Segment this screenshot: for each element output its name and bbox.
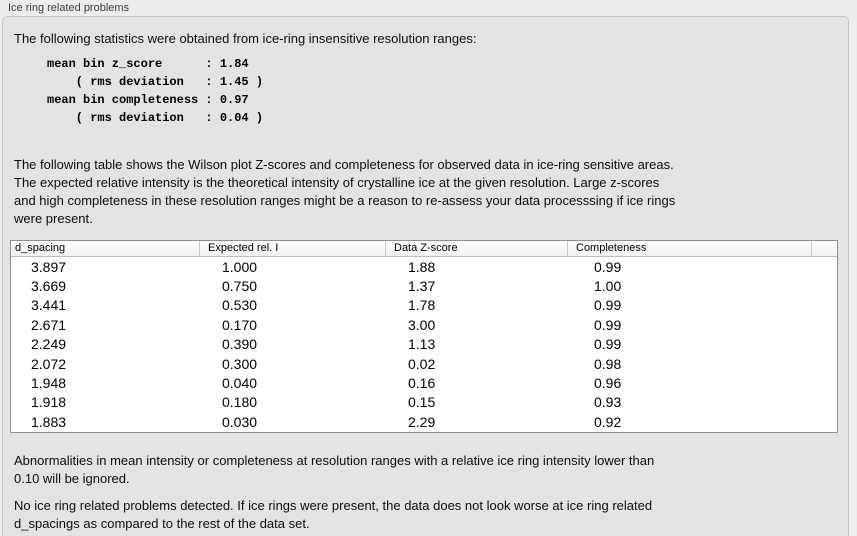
table-cell: 0.99	[594, 316, 622, 333]
table-row[interactable]: 3.669 0.750 1.37 1.00	[11, 276, 837, 295]
table-row[interactable]: 2.249 0.390 1.13 0.99	[11, 335, 837, 354]
table-cell: 3.669	[31, 278, 67, 295]
table-cell: 0.170	[222, 316, 258, 333]
table-cell: 0.99	[594, 258, 622, 275]
column-header[interactable]: Data Z-score	[385, 241, 567, 256]
table-cell: 0.180	[222, 394, 258, 411]
table-cell: 1.00	[594, 278, 622, 295]
table-row[interactable]: 3.897 1.000 1.88 0.99	[11, 257, 837, 276]
table-cell: 2.29	[408, 413, 436, 430]
column-header[interactable]: Expected rel. I	[199, 241, 385, 256]
table-cell: 1.948	[31, 375, 67, 392]
table-cell: 0.750	[222, 278, 258, 295]
note-result-text: No ice ring related problems detected. I…	[14, 498, 653, 531]
table-cell: 0.16	[408, 375, 436, 392]
table-row[interactable]: 1.948 0.040 0.16 0.96	[11, 373, 837, 392]
table-cell: 0.99	[594, 297, 622, 314]
table-cell: 0.030	[222, 413, 258, 430]
stats-block: mean bin z_score : 1.84 ( rms deviation …	[47, 57, 264, 125]
note-ignore-text: Abnormalities in mean intensity or compl…	[14, 453, 655, 486]
table-body: 3.897 1.000 1.88 0.99 3.669 0.750 1.37 1.00 3.44…	[11, 257, 837, 432]
column-header[interactable]: Completeness	[567, 241, 811, 256]
table-row[interactable]: 2.671 0.170 3.00 0.99	[11, 315, 837, 334]
table-cell: 0.15	[408, 394, 436, 411]
table-row[interactable]: 1.883 0.030 2.29 0.92	[11, 412, 837, 431]
table-description: The following table shows the Wilson plo…	[14, 157, 676, 226]
table-cell: 0.93	[594, 394, 622, 411]
table-cell: 1.918	[31, 394, 67, 411]
table-cell: 2.072	[31, 355, 67, 372]
table-cell: 1.78	[408, 297, 436, 314]
column-header[interactable]: d_spacing	[15, 242, 66, 254]
table-cell: 3.897	[31, 258, 67, 275]
table-cell: 2.671	[31, 316, 67, 333]
table-cell: 2.249	[31, 336, 67, 353]
table-row[interactable]: 2.072 0.300 0.02 0.98	[11, 354, 837, 373]
table-cell: 0.99	[594, 336, 622, 353]
table-row[interactable]: 3.441 0.530 1.78 0.99	[11, 296, 837, 315]
table-cell: 1.37	[408, 278, 436, 295]
table-cell: 1.883	[31, 413, 67, 430]
table-cell: 1.13	[408, 336, 436, 353]
table-cell: 0.98	[594, 355, 622, 372]
table-cell: 3.00	[408, 316, 436, 333]
group-label: Ice ring related problems	[8, 2, 130, 14]
table-cell: 0.390	[222, 336, 258, 353]
table-cell: 0.96	[594, 375, 622, 392]
table-row[interactable]: 1.918 0.180 0.15 0.93	[11, 393, 837, 412]
ice-ring-panel: The following statistics were obtained f…	[2, 16, 849, 536]
table-header-row: d_spacing Expected rel. I Data Z-score Comp…	[11, 241, 837, 257]
table-cell: 0.92	[594, 413, 622, 430]
table-cell: 0.040	[222, 375, 258, 392]
column-header[interactable]	[811, 241, 837, 256]
table-cell: 0.530	[222, 297, 258, 314]
table-cell: 1.88	[408, 258, 436, 275]
ice-ring-table: d_spacing Expected rel. I Data Z-score Comp…	[10, 240, 838, 433]
table-cell: 0.02	[408, 355, 436, 372]
table-cell: 0.300	[222, 355, 258, 372]
table-cell: 1.000	[222, 258, 258, 275]
intro-text: The following statistics were obtained f…	[14, 31, 477, 46]
table-cell: 3.441	[31, 297, 67, 314]
